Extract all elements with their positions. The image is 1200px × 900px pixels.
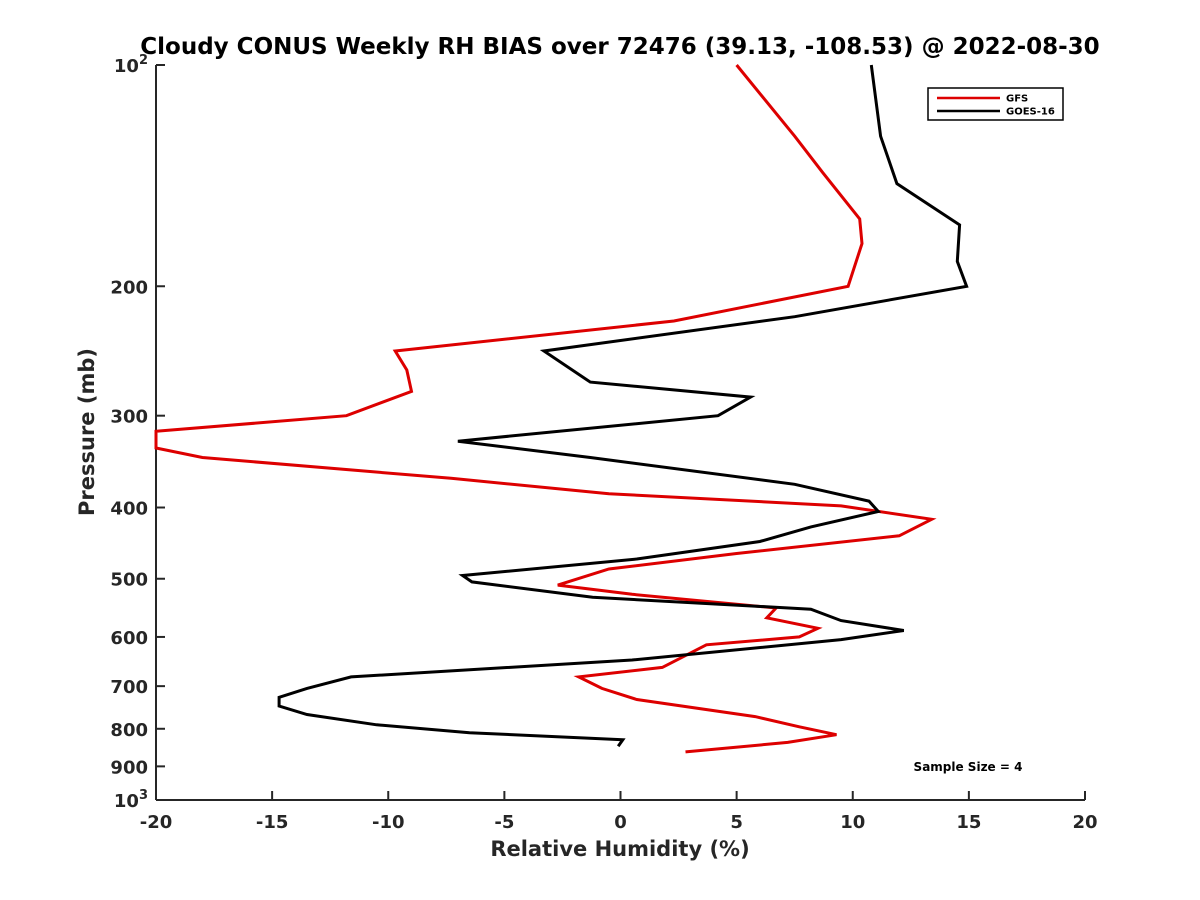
y-tick-label: 400 [110,499,148,520]
y-tick-label: 500 [110,570,148,591]
y-tick-label: 200 [110,277,148,298]
x-tick-label: -5 [494,812,514,833]
y-axis-ticks: 102 200 300 400 500 600 700 800 900 103 [110,53,165,812]
x-tick-label: 10 [840,812,865,833]
x-tick-label: -20 [140,812,173,833]
y-tick-label: 300 [110,407,148,428]
x-tick-label: 20 [1072,812,1097,833]
y-tick-label: 700 [110,677,148,698]
x-tick-label: -15 [256,812,289,833]
series-line-goes-16 [277,64,969,748]
y-tick-label: 102 [114,53,148,77]
y-tick-label: 900 [110,757,148,778]
x-tick-label: -10 [372,812,405,833]
sample-size-annotation: Sample Size = 4 [914,760,1023,774]
y-tick-label: 800 [110,720,148,741]
x-tick-label: 5 [730,812,743,833]
legend-label-goes-16: GOES-16 [1006,107,1055,118]
x-tick-label: 0 [614,812,627,833]
legend-label-gfs: GFS [1006,94,1028,105]
x-axis-ticks: -20 -15 -10 -5 0 5 10 15 20 [140,791,1098,833]
y-tick-label: 600 [110,628,148,649]
chart-title: Cloudy CONUS Weekly RH BIAS over 72476 (… [140,34,1099,60]
y-axis-label: Pressure (mb) [75,348,99,516]
legend-box [927,87,1064,121]
x-axis-label: Relative Humidity (%) [490,837,749,861]
plot-area [155,65,1085,801]
x-tick-label: 15 [956,812,981,833]
series-layer [154,64,969,754]
legend: GFS GOES-16 [927,87,1064,121]
series-line-gfs [154,64,937,754]
y-tick-label: 103 [114,788,148,812]
